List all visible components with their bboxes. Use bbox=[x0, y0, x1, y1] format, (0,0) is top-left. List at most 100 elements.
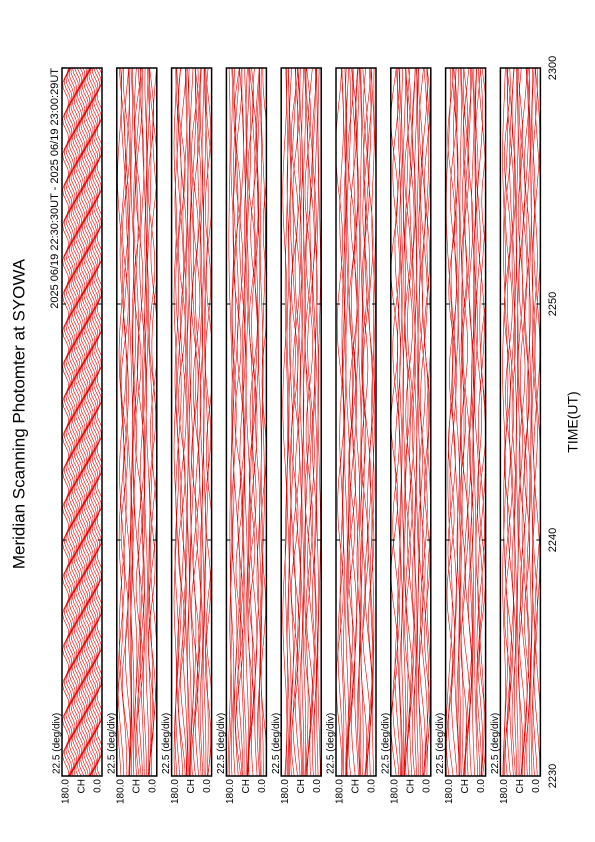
trace bbox=[204, 67, 209, 777]
y-tick-label: 0.0 bbox=[147, 779, 158, 793]
trace bbox=[129, 67, 135, 777]
panel-frame bbox=[225, 67, 268, 777]
trace bbox=[403, 67, 409, 777]
trace bbox=[316, 68, 319, 777]
trace bbox=[394, 67, 401, 776]
trace bbox=[235, 67, 245, 777]
channel-label: CH bbox=[405, 779, 416, 793]
x-axis-label: TIME(UT) bbox=[565, 391, 581, 452]
trace bbox=[288, 68, 292, 776]
trace bbox=[240, 67, 247, 777]
trace bbox=[62, 67, 69, 777]
trace bbox=[128, 67, 133, 777]
trace bbox=[227, 67, 233, 776]
trace bbox=[447, 67, 458, 777]
trace bbox=[509, 67, 516, 777]
trace bbox=[197, 67, 203, 777]
scale-label: 22.5 (deg/div) bbox=[435, 713, 446, 774]
trace bbox=[401, 67, 404, 777]
scale-label: 22.5 (deg/div) bbox=[380, 713, 391, 774]
trace bbox=[246, 67, 253, 777]
panel-frame bbox=[280, 67, 322, 777]
trace bbox=[407, 67, 415, 777]
channel-label: CH bbox=[296, 779, 307, 793]
trace bbox=[185, 68, 189, 777]
trace bbox=[462, 67, 473, 777]
y-tick-label: 180.0 bbox=[280, 779, 291, 804]
trace bbox=[359, 68, 366, 777]
trace bbox=[531, 67, 536, 777]
y-tick-label: 0.0 bbox=[476, 779, 487, 793]
scale-label: 22.5 (deg/div) bbox=[326, 713, 337, 774]
x-tick-label: 2240 bbox=[547, 528, 559, 552]
trace bbox=[189, 67, 194, 777]
trace bbox=[249, 67, 260, 777]
trace bbox=[294, 67, 301, 777]
trace bbox=[420, 67, 428, 777]
trace bbox=[292, 67, 300, 777]
trace bbox=[83, 67, 91, 777]
trace bbox=[203, 67, 207, 777]
trace bbox=[190, 67, 197, 776]
trace bbox=[503, 67, 509, 776]
trace bbox=[530, 67, 534, 777]
panel-frame bbox=[116, 67, 158, 777]
trace bbox=[142, 67, 148, 776]
y-tick-label: 180.0 bbox=[61, 779, 72, 804]
trace bbox=[187, 67, 190, 777]
trace bbox=[533, 67, 541, 777]
trace bbox=[502, 67, 506, 777]
trace bbox=[237, 67, 246, 776]
panel-frame bbox=[170, 67, 213, 777]
trace bbox=[417, 67, 421, 776]
plot-area: Meridian Scanning Photomter at SYOWA 202… bbox=[9, 56, 580, 804]
trace bbox=[95, 67, 102, 777]
trace bbox=[248, 67, 258, 777]
trace bbox=[284, 67, 289, 777]
trace bbox=[244, 67, 249, 777]
trace bbox=[307, 67, 315, 776]
trace bbox=[474, 67, 483, 777]
trace bbox=[173, 68, 177, 777]
trace bbox=[405, 67, 413, 777]
trace bbox=[131, 67, 139, 777]
trace bbox=[335, 67, 345, 777]
y-tick-label: 180.0 bbox=[499, 779, 510, 804]
trace bbox=[258, 67, 264, 776]
trace bbox=[337, 67, 346, 777]
trace bbox=[506, 67, 515, 777]
trace bbox=[461, 67, 471, 777]
trace bbox=[342, 67, 347, 777]
scale-label: 22.5 (deg/div) bbox=[216, 713, 227, 774]
trace bbox=[426, 67, 432, 777]
trace bbox=[356, 67, 362, 777]
scale-label: 22.5 (deg/div) bbox=[52, 713, 63, 774]
x-tick-label: 2230 bbox=[547, 764, 559, 788]
trace bbox=[471, 68, 477, 777]
trace bbox=[503, 67, 511, 777]
trace bbox=[345, 67, 353, 777]
trace bbox=[117, 67, 127, 777]
trace bbox=[205, 67, 212, 777]
trace bbox=[132, 68, 141, 777]
panel-frame bbox=[390, 67, 432, 777]
y-tick-label: 0.0 bbox=[531, 779, 542, 793]
y-tick-label: 180.0 bbox=[335, 779, 346, 804]
trace bbox=[301, 67, 305, 777]
trace bbox=[421, 67, 430, 777]
trace bbox=[90, 67, 97, 777]
trace bbox=[303, 67, 309, 777]
trace bbox=[473, 67, 481, 776]
y-tick-label: 180.0 bbox=[115, 779, 126, 804]
trace bbox=[411, 67, 417, 777]
trace bbox=[520, 67, 528, 777]
scale-label: 22.5 (deg/div) bbox=[271, 713, 282, 774]
y-tick-label: 180.0 bbox=[389, 779, 400, 804]
trace bbox=[445, 67, 453, 777]
trace bbox=[416, 67, 419, 777]
y-tick-label: 0.0 bbox=[312, 779, 323, 793]
trace bbox=[144, 67, 149, 777]
y-tick-label: 0.0 bbox=[421, 779, 432, 793]
y-tick-label: 0.0 bbox=[257, 779, 268, 793]
